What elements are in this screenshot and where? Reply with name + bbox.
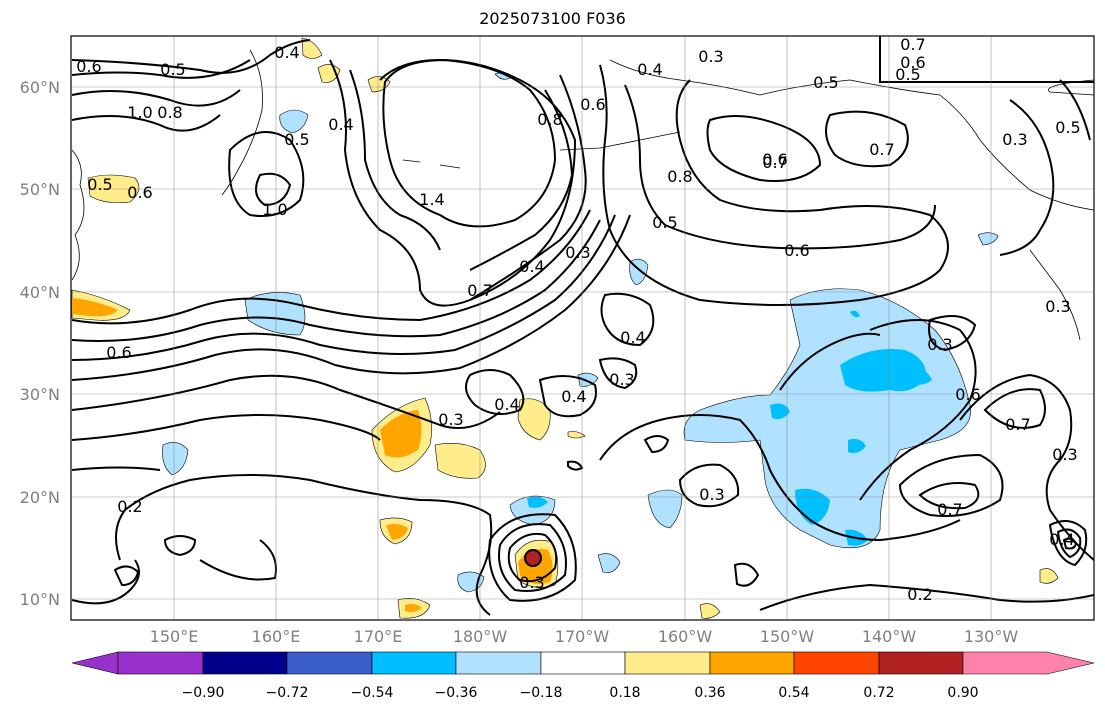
lat-label: 10°N	[20, 590, 60, 609]
contour-label: 0.8	[667, 167, 692, 186]
contour-label: 0.6	[762, 150, 787, 169]
contour-label: 0.3	[698, 47, 723, 66]
lon-label: 150°W	[760, 627, 815, 646]
latitude-axis: 60°N 50°N 40°N 30°N 20°N 10°N	[20, 78, 60, 609]
contour-label: 0.4	[274, 43, 299, 62]
map-title: 2025073100 F036	[479, 9, 626, 28]
colorbar-segment	[793, 651, 880, 675]
contour-label: 0.5	[813, 73, 838, 92]
lat-label: 20°N	[20, 488, 60, 507]
contour-label: 0.3	[699, 485, 724, 504]
colorbar-segment	[624, 651, 711, 675]
lat-label: 50°N	[20, 180, 60, 199]
colorbar: −0.90 −0.72 −0.54 −0.36 −0.18 0.18 0.36 …	[71, 651, 1095, 701]
colorbar-segment	[709, 651, 795, 675]
contour-label: 0.7	[937, 500, 962, 519]
contour-label: 0.3	[1052, 445, 1077, 464]
colorbar-segment	[371, 651, 457, 675]
shading-center-dark	[524, 549, 542, 567]
colorbar-segment	[540, 651, 626, 675]
colorbar-tick-label: 0.36	[694, 685, 725, 701]
contour-label: 0.7	[467, 281, 492, 300]
lon-label: 180°W	[453, 627, 508, 646]
contour-label-group: 0.4 0.5 0.6 0.8 1.0 0.5 0.4 1.0 1.4 0.8 …	[76, 35, 1080, 604]
map-plot-area: 0.4 0.5 0.6 0.8 1.0 0.5 0.4 1.0 1.4 0.8 …	[71, 35, 1094, 620]
contour-label: 0.5	[160, 60, 185, 79]
colorbar-tick-label: −0.36	[435, 685, 478, 701]
colorbar-segment	[117, 651, 204, 675]
lon-label: 140°W	[862, 627, 917, 646]
coastlines	[71, 49, 1094, 341]
colorbar-extend-max	[962, 651, 1095, 675]
contour-lines	[71, 36, 1094, 616]
contour-label: 0.4	[1049, 530, 1074, 549]
colorbar-tick-label: −0.90	[182, 685, 225, 701]
map-frame	[70, 35, 1095, 621]
contour-label: 1.0	[127, 103, 152, 122]
contour-label: 0.4	[637, 60, 662, 79]
contour-label: 0.6	[580, 95, 605, 114]
contour-label: 0.5	[284, 130, 309, 149]
contour-label: 0.3	[1002, 130, 1027, 149]
colorbar-tick-label: 0.90	[947, 685, 978, 701]
contour-label: 0.3	[438, 410, 463, 429]
contour-label: 0.3	[565, 243, 590, 262]
colorbar-tick-label: 0.18	[609, 685, 640, 701]
lon-label: 130°W	[964, 627, 1019, 646]
contour-label: 0.6	[955, 385, 980, 404]
contour-label: 1.4	[419, 190, 444, 209]
contour-label: 0.4	[620, 328, 645, 347]
colorbar-tick-label: 0.72	[863, 685, 894, 701]
contour-label: 0.4	[519, 257, 544, 276]
colorbar-tick-label: −0.54	[351, 685, 394, 701]
contour-label: 0.3	[519, 573, 544, 592]
contour-label: 0.2	[907, 585, 932, 604]
colorbar-segment	[286, 651, 373, 675]
lat-label: 40°N	[20, 283, 60, 302]
contour-label: 0.2	[117, 497, 142, 516]
lat-label: 30°N	[20, 385, 60, 404]
contour-label: 0.4	[328, 115, 353, 134]
contour-label: 0.6	[900, 53, 925, 72]
colorbar-tick-label: 0.54	[778, 685, 809, 701]
longitude-axis: 150°E 160°E 170°E 180°W 170°W 160°W 150°…	[150, 627, 1019, 646]
contour-label: 0.5	[895, 65, 920, 84]
contour-label: 0.4	[561, 387, 586, 406]
contour-label: 0.6	[784, 241, 809, 260]
gridlines	[71, 36, 1094, 620]
contour-label: 0.5	[1055, 118, 1080, 137]
lon-label: 150°E	[150, 627, 199, 646]
contour-label: 0.8	[157, 103, 182, 122]
shading-strong-negative	[527, 310, 932, 546]
contour-label: 0.8	[537, 110, 562, 129]
contour-label: 0.7	[762, 153, 787, 172]
contour-label: 0.3	[609, 370, 634, 389]
lat-label: 60°N	[20, 78, 60, 97]
contour-label: 1.0	[262, 200, 287, 219]
contour-label: 0.6	[106, 343, 131, 362]
lon-label: 160°E	[252, 627, 301, 646]
contour-label: 0.6	[76, 57, 101, 76]
contour-label: 0.7	[869, 140, 894, 159]
contour-label: 0.5	[87, 175, 112, 194]
contour-label: 0.3	[1045, 297, 1070, 316]
colorbar-segment	[455, 651, 542, 675]
colorbar-segment	[878, 651, 964, 675]
contour-label: 0.6	[127, 183, 152, 202]
lon-label: 170°E	[354, 627, 403, 646]
colorbar-extend-min	[71, 651, 119, 675]
contour-label: 0.7	[900, 35, 925, 54]
lon-label: 160°W	[658, 627, 713, 646]
contour-label: 0.7	[1005, 415, 1030, 434]
colorbar-tick-label: −0.72	[266, 685, 309, 701]
contour-label: 0.5	[652, 213, 677, 232]
contour-label: 0.3	[927, 335, 952, 354]
contour-label: 0.4	[494, 395, 519, 414]
colorbar-segment	[202, 651, 288, 675]
lon-label: 170°W	[555, 627, 610, 646]
colorbar-tick-label: −0.18	[520, 685, 563, 701]
